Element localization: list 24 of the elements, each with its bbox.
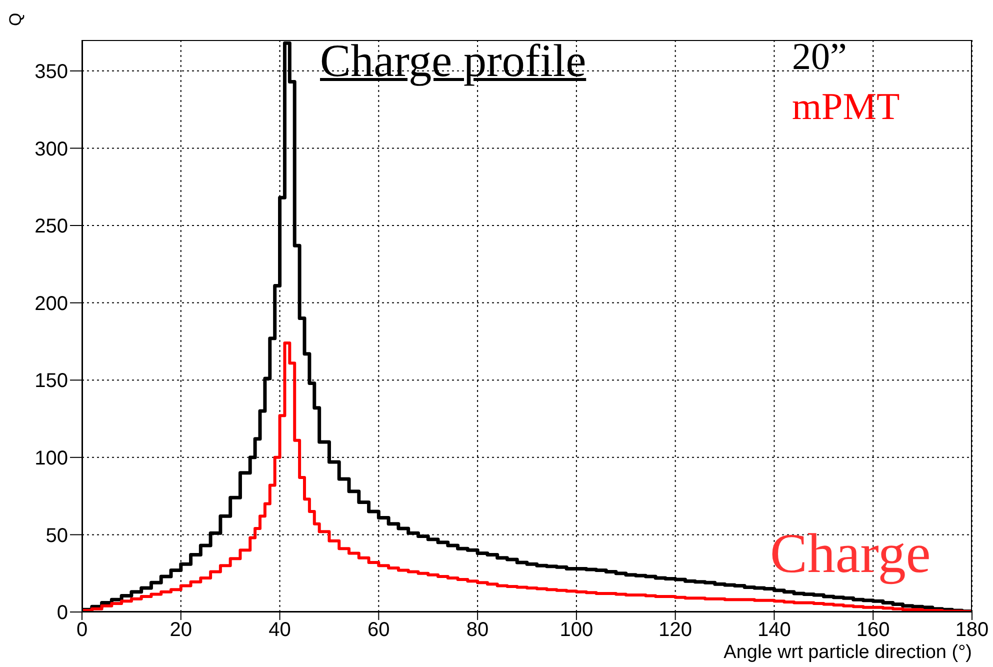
y-axis-title: Q [6, 12, 26, 26]
x-tick-label: 180 [955, 619, 989, 642]
y-tick-label: 50 [46, 524, 68, 547]
x-tick-label: 20 [170, 619, 192, 642]
chart-title: Charge profile [320, 34, 586, 87]
x-tick-label: 120 [658, 619, 692, 642]
x-tick-label: 140 [758, 619, 791, 642]
y-tick-label: 250 [34, 216, 68, 238]
annotation: Charge [770, 522, 931, 586]
y-tick-label: 150 [34, 370, 68, 392]
y-tick-label: 100 [34, 448, 68, 470]
x-axis-title: Angle wrt particle direction (°) [724, 642, 972, 664]
y-tick-label: 300 [34, 138, 68, 160]
x-tick-label: 60 [368, 619, 390, 642]
text: mPMT [792, 85, 900, 130]
x-tick-label: 40 [268, 619, 291, 642]
y-tick-label: 350 [34, 61, 68, 84]
x-tick-label: 80 [466, 619, 489, 642]
x-tick-label: 100 [560, 619, 594, 642]
y-tick-label: 0 [56, 602, 68, 624]
x-tick-label: 160 [856, 619, 890, 642]
text: 20” [792, 35, 848, 80]
x-tick-label: 0 [76, 619, 88, 642]
y-tick-label: 200 [34, 292, 68, 315]
